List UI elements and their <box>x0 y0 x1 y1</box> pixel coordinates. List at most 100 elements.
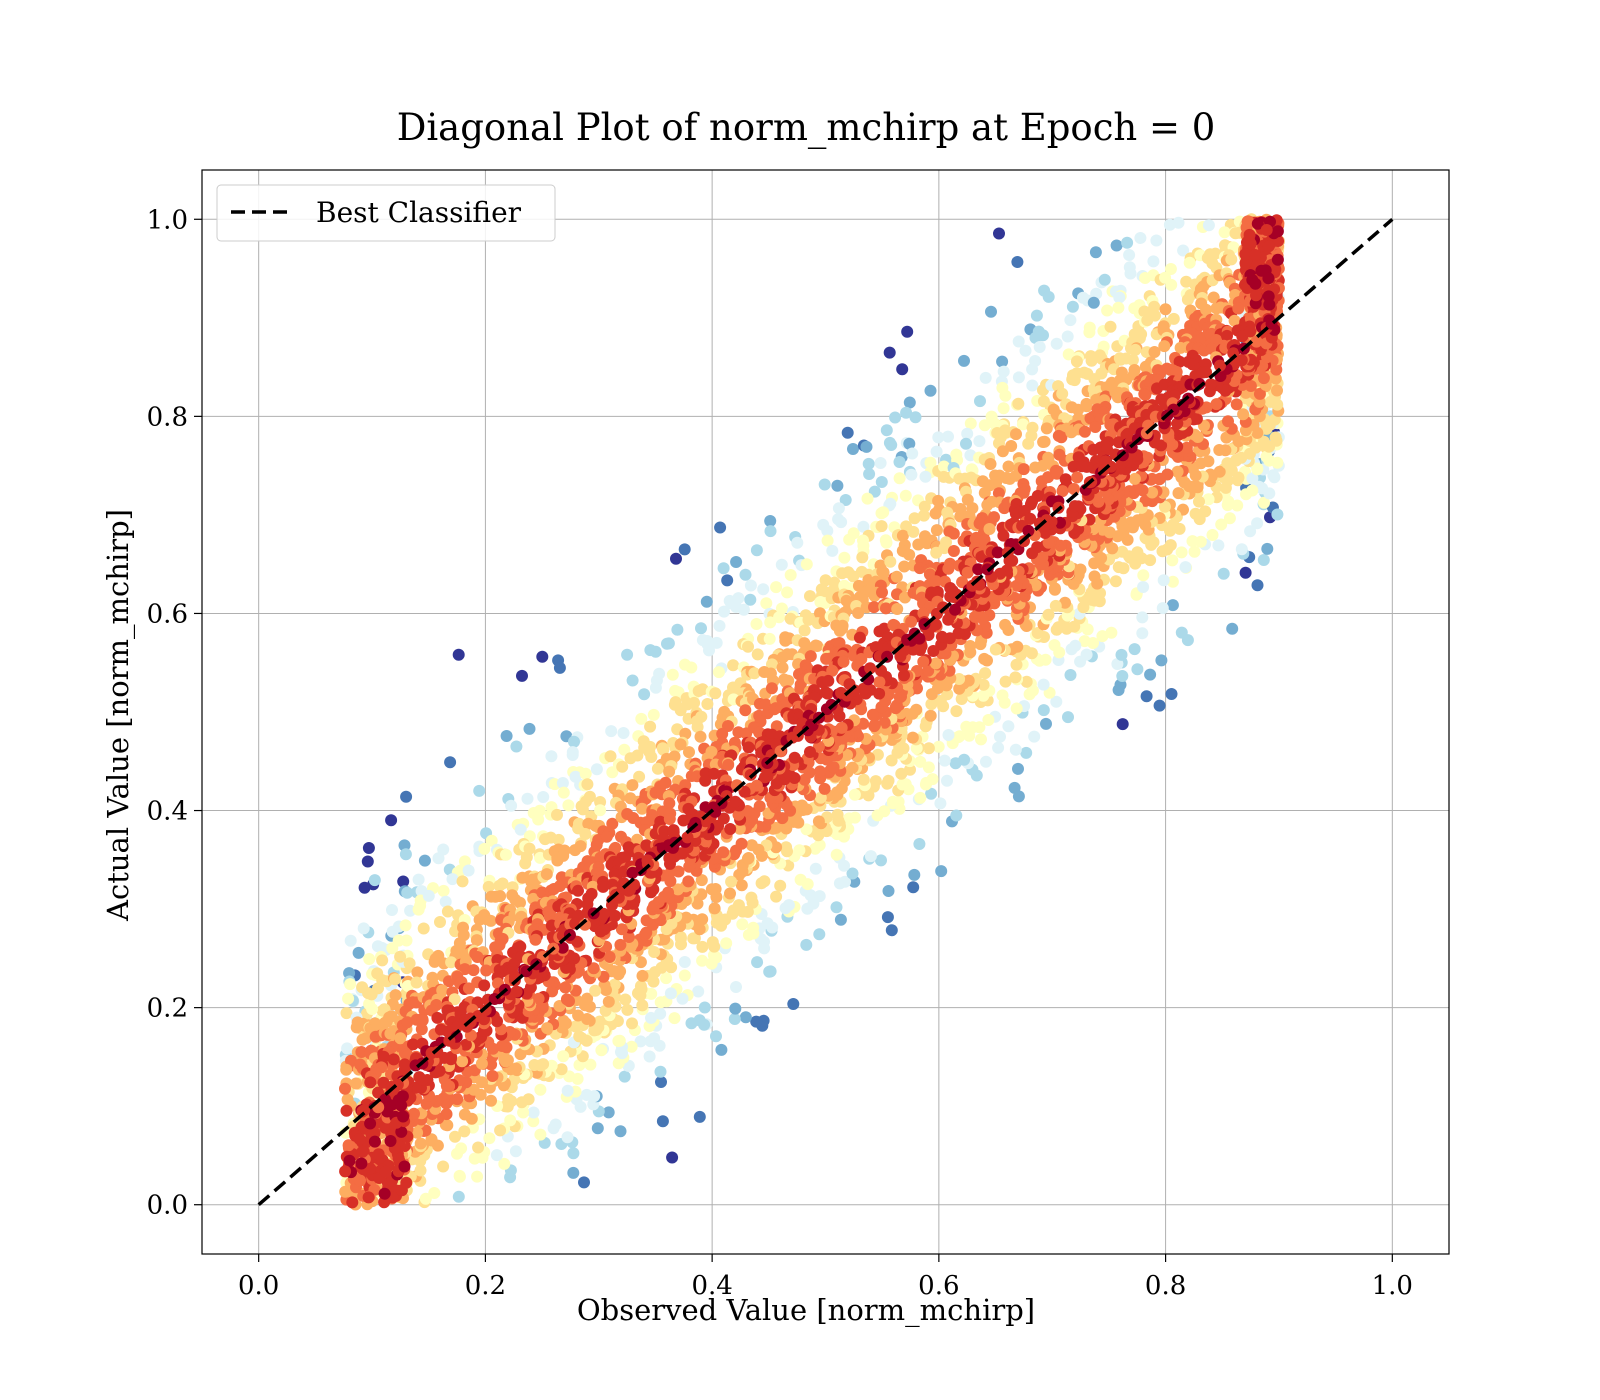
scatter-point <box>449 1130 461 1143</box>
scatter-point <box>770 581 783 594</box>
scatter-point <box>500 848 512 861</box>
scatter-point <box>720 937 733 950</box>
scatter-point <box>1148 346 1161 358</box>
scatter-point <box>472 1141 485 1154</box>
scatter-point <box>1134 232 1147 244</box>
scatter-point <box>1105 626 1118 639</box>
scatter-point <box>745 891 758 904</box>
scatter-point <box>591 1122 604 1135</box>
scatter-point <box>818 782 831 795</box>
scatter-point <box>557 786 570 799</box>
scatter-point <box>1226 622 1239 635</box>
scatter-point <box>458 855 471 868</box>
scatter-point <box>1096 630 1109 643</box>
scatter-point <box>1215 518 1228 531</box>
scatter-point <box>399 848 412 861</box>
scatter-point <box>608 978 621 991</box>
scatter-point <box>991 546 1004 559</box>
scatter-point <box>949 757 962 770</box>
scatter-point <box>569 1020 582 1033</box>
scatter-point <box>567 1166 580 1179</box>
scatter-point <box>581 992 594 1005</box>
scatter-point <box>794 873 807 886</box>
scatter-point <box>941 774 953 787</box>
scatter-point <box>974 395 986 408</box>
scatter-point <box>691 897 704 910</box>
scatter-point <box>636 999 649 1012</box>
scatter-point <box>730 556 743 568</box>
scatter-point <box>634 980 647 993</box>
scatter-point <box>1179 561 1192 574</box>
scatter-point <box>710 636 723 649</box>
scatter-point <box>456 1055 469 1068</box>
scatter-point <box>663 765 676 778</box>
scatter-point <box>983 523 996 535</box>
scatter-point <box>696 954 709 967</box>
scatter-point <box>886 795 899 808</box>
scatter-point <box>917 655 930 668</box>
scatter-point <box>1064 669 1077 681</box>
scatter-point <box>682 875 695 888</box>
scatter-point <box>1202 493 1215 506</box>
scatter-point <box>1156 545 1169 558</box>
scatter-point <box>576 803 589 816</box>
scatter-point <box>961 427 974 440</box>
scatter-point <box>496 877 509 890</box>
scatter-point <box>400 790 413 803</box>
scatter-point <box>1050 337 1063 350</box>
scatter-point <box>471 1170 484 1183</box>
scatter-point <box>737 603 750 616</box>
scatter-point <box>578 1176 590 1189</box>
scatter-point <box>560 993 573 1006</box>
scatter-point <box>473 784 486 797</box>
scatter-point <box>1244 325 1257 338</box>
scatter-point <box>432 852 445 865</box>
scatter-point <box>355 1157 368 1170</box>
scatter-point <box>696 683 709 696</box>
scatter-point <box>1033 341 1046 353</box>
scatter-point <box>1244 525 1257 538</box>
scatter-point <box>913 838 926 850</box>
scatter-point <box>751 648 764 661</box>
scatter-point <box>917 509 930 522</box>
scatter-point <box>698 1001 711 1014</box>
scatter-point <box>1036 459 1049 472</box>
scatter-point <box>482 880 495 893</box>
scatter-point <box>710 1030 722 1043</box>
scatter-point <box>830 901 843 914</box>
scatter-point <box>715 1043 728 1056</box>
scatter-point <box>809 862 822 875</box>
scatter-point <box>358 881 371 894</box>
scatter-point <box>685 661 698 674</box>
scatter-point <box>605 725 618 738</box>
scatter-point <box>821 687 834 700</box>
scatter-point <box>376 954 389 967</box>
scatter-point <box>1070 355 1083 368</box>
scatter-point <box>880 424 893 437</box>
scatter-point <box>485 1094 497 1107</box>
scatter-point <box>1089 246 1102 259</box>
scatter-point <box>619 993 632 1006</box>
scatter-point <box>1267 469 1280 482</box>
scatter-point <box>1110 239 1123 252</box>
scatter-point <box>1016 418 1029 431</box>
scatter-point <box>364 1117 377 1130</box>
scatter-point <box>1165 278 1178 291</box>
scatter-point <box>1129 343 1142 356</box>
scatter-point <box>925 698 938 711</box>
scatter-point <box>982 714 995 726</box>
scatter-point <box>444 756 457 769</box>
scatter-point <box>617 727 630 739</box>
scatter-point <box>557 1014 570 1027</box>
scatter-point <box>1230 398 1243 411</box>
scatter-point <box>1144 668 1157 681</box>
scatter-point <box>1089 421 1102 433</box>
scatter-point <box>478 979 491 992</box>
scatter-point <box>1246 472 1259 485</box>
scatter-point <box>594 804 607 817</box>
scatter-point <box>527 1106 540 1119</box>
scatter-point <box>708 902 721 915</box>
scatter-point <box>910 703 923 716</box>
scatter-point <box>1157 574 1170 587</box>
